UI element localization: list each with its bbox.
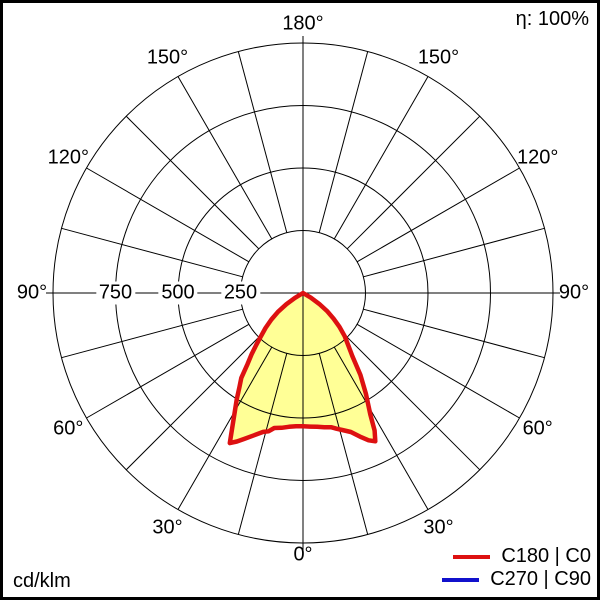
legend-item-c180-c0: C180 | C0 — [442, 545, 591, 568]
grid-spoke-45 — [346, 336, 481, 471]
grid-spoke-150 — [333, 76, 429, 240]
grid-spoke-315 — [125, 336, 260, 471]
grid-spoke-225 — [125, 115, 260, 250]
grid-spoke-60 — [356, 323, 520, 419]
unit-label: cd/klm — [13, 570, 71, 592]
grid-spoke-75 — [363, 308, 545, 359]
legend-label-c180-c0: C180 | C0 — [501, 545, 591, 567]
grid-spoke-15 — [318, 353, 369, 535]
grid-spoke-285 — [61, 308, 243, 359]
grid-spoke-30 — [333, 346, 429, 510]
grid-spoke-330 — [177, 346, 273, 510]
grid-spoke-345 — [237, 353, 288, 535]
grid-spoke-255 — [61, 227, 243, 278]
grid-spoke-105 — [363, 227, 545, 278]
light-output-ratio-label: η: 100% — [515, 8, 589, 30]
intensity-curve-c180-c0 — [227, 290, 378, 446]
grid-spoke-300 — [86, 323, 250, 419]
grid-spoke-195 — [237, 51, 288, 233]
grid-spoke-210 — [177, 76, 273, 240]
grid-spoke-165 — [318, 51, 369, 233]
legend-item-c270-c90: C270 | C90 — [442, 568, 591, 591]
blue-line-swatch — [442, 577, 480, 582]
grid-spoke-135 — [346, 115, 481, 250]
red-line-swatch — [453, 554, 491, 559]
polar-chart — [46, 36, 560, 550]
legend-label-c270-c90: C270 | C90 — [490, 568, 591, 590]
legend: C180 | C0 C270 | C90 — [442, 545, 591, 591]
grid-spoke-120 — [356, 167, 520, 263]
grid-spoke-240 — [86, 167, 250, 263]
